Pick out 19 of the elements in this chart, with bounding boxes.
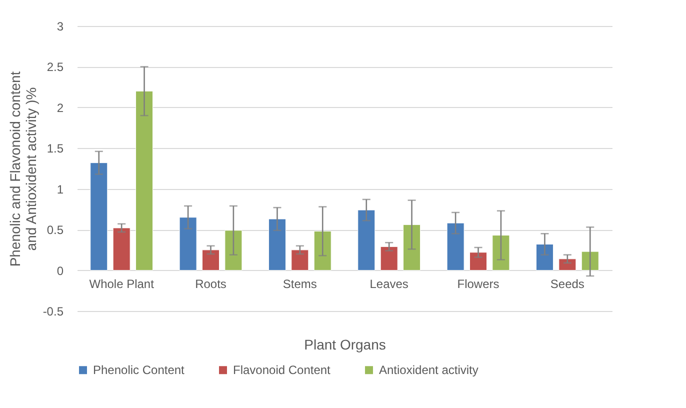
y-tick-label: 1.5 [46, 142, 64, 156]
y-tick-label: 3 [56, 20, 64, 34]
x-tick-label: Whole Plant [89, 276, 155, 291]
x-axis-title: Plant Organs [304, 336, 386, 352]
y-tick-label: 0 [56, 264, 64, 278]
x-tick-label: Roots [195, 276, 226, 291]
y-tick-label: 0.5 [46, 223, 64, 238]
legend-label: Flavonoid Content [233, 363, 332, 378]
y-tick-label: 1 [56, 182, 64, 196]
y-tick-label: 2.5 [46, 60, 64, 74]
x-tick-label: Flowers [457, 276, 500, 291]
x-tick-label: Seeds [550, 276, 584, 291]
x-tick-label: Stems [282, 276, 317, 291]
y-tick-label: 2 [56, 100, 64, 115]
y-tick-label: -0.5 [42, 304, 64, 318]
legend-label: Phenolic Content [93, 363, 186, 378]
x-tick-label: Leaves [370, 276, 408, 291]
y-axis-title: Phenolic and Flavonoid content and Antioxident activity )% [6, 71, 39, 267]
legend-label: Antioxident activity [379, 363, 478, 378]
